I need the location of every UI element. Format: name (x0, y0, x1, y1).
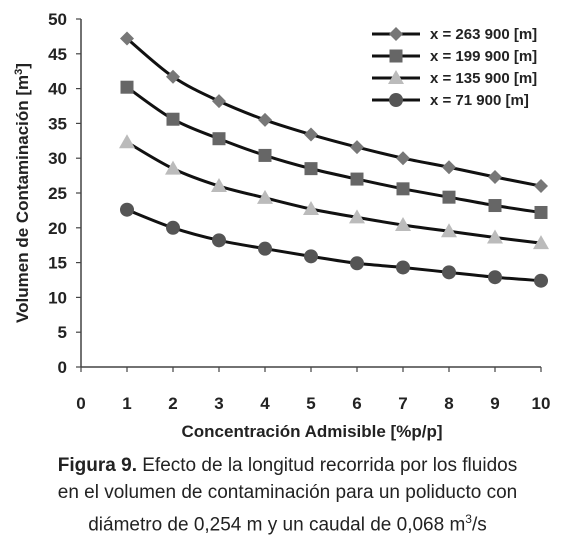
data-point-triangle (349, 209, 365, 224)
data-point-triangle (303, 201, 319, 216)
data-point-square (350, 172, 364, 186)
data-point-square (166, 112, 180, 126)
data-point-triangle (441, 223, 457, 238)
x-tick-label: 0 (76, 394, 85, 413)
legend-marker-square (389, 49, 403, 63)
series-line-1 (126, 37, 542, 188)
y-tick-label: 15 (48, 254, 67, 273)
legend-label: x = 71 900 [m] (430, 92, 529, 109)
data-point-circle (212, 233, 226, 248)
legend-label: x = 199 900 [m] (430, 48, 537, 65)
data-point-square (534, 205, 548, 219)
x-tick-label: 7 (398, 394, 407, 413)
data-point-triangle (395, 217, 411, 232)
data-point-diamond (396, 151, 410, 166)
x-tick-label: 3 (214, 394, 223, 413)
series-markers (119, 31, 549, 288)
caption-superscript: 3 (465, 512, 472, 526)
data-point-circle (258, 241, 272, 256)
data-point-triangle (165, 160, 181, 175)
legend-label: x = 135 900 [m] (430, 70, 537, 87)
y-tick-label: 50 (48, 10, 67, 29)
data-point-circle (534, 273, 548, 288)
y-tick-label: 30 (48, 149, 67, 168)
data-point-diamond (258, 112, 272, 127)
series-line-2 (126, 85, 542, 214)
data-point-square (120, 80, 134, 94)
data-point-triangle (487, 229, 503, 244)
data-point-circle (442, 265, 456, 280)
data-point-diamond (166, 69, 180, 84)
data-point-square (488, 199, 502, 213)
data-point-diamond (488, 169, 502, 184)
data-point-square (442, 190, 456, 204)
caption-label: Figura 9. (57, 455, 137, 476)
data-point-square (258, 148, 272, 162)
x-tick-label: 4 (260, 394, 270, 413)
figure-caption: Figura 9. Efecto de la longitud recorrid… (0, 452, 575, 538)
data-point-triangle (533, 235, 549, 250)
legend-label: x = 263 900 [m] (430, 26, 537, 43)
y-tick-label: 0 (58, 358, 67, 377)
data-point-diamond (442, 160, 456, 175)
series-lines (126, 37, 542, 283)
x-tick-label: 9 (490, 394, 499, 413)
caption-text-1: Efecto de la longitud recorrida por los … (136, 455, 518, 476)
data-point-diamond (534, 179, 548, 194)
legend: x = 263 900 [m] x = 199 900 [m] x = 135 90… (372, 26, 537, 109)
data-point-circle (304, 249, 318, 264)
x-tick-label: 8 (444, 394, 453, 413)
caption-line-1: Figura 9. Efecto de la longitud recorrid… (0, 452, 575, 479)
data-point-triangle (257, 189, 273, 204)
data-point-triangle (119, 134, 135, 149)
y-axis-title: Volumen de Contaminación [m3] (13, 63, 32, 323)
data-point-circle (350, 256, 364, 271)
x-axis-title: Concentración Admisible [%p/p] (181, 422, 442, 441)
data-point-diamond (304, 127, 318, 142)
x-tick-label: 10 (532, 394, 551, 413)
data-point-diamond (350, 140, 364, 155)
y-tick-label: 35 (48, 114, 67, 133)
data-point-triangle (211, 178, 227, 193)
y-tick-label: 45 (48, 45, 67, 64)
series-line-4 (126, 208, 542, 283)
data-point-circle (120, 202, 134, 217)
legend-marker-triangle (388, 70, 404, 84)
caption-line-3: diámetro de 0,254 m y un caudal de 0,068… (0, 506, 575, 538)
y-tick-label: 5 (58, 323, 67, 342)
y-tick-label: 10 (48, 288, 67, 307)
data-point-circle (488, 270, 502, 285)
y-tick-label: 40 (48, 80, 67, 99)
x-tick-label: 5 (306, 394, 315, 413)
data-point-square (212, 132, 226, 146)
data-point-diamond (120, 31, 134, 46)
data-point-square (304, 162, 318, 176)
data-point-circle (396, 260, 410, 275)
data-point-circle (166, 220, 180, 235)
x-tick-label: 6 (352, 394, 361, 413)
legend-marker-circle (389, 93, 403, 107)
legend-marker-diamond (389, 27, 403, 41)
y-tick-label: 25 (48, 184, 67, 203)
x-tick-label: 2 (168, 394, 177, 413)
data-point-diamond (212, 94, 226, 109)
caption-text-3: diámetro de 0,254 m y un caudal de 0,068… (88, 514, 466, 536)
caption-line-2: en el volumen de contaminación para un p… (57, 482, 518, 503)
series-line-3 (126, 140, 542, 245)
data-point-square (396, 182, 410, 196)
caption-text-3-end: /s (471, 514, 487, 536)
y-tick-label: 20 (48, 219, 67, 238)
x-tick-label: 1 (122, 394, 131, 413)
